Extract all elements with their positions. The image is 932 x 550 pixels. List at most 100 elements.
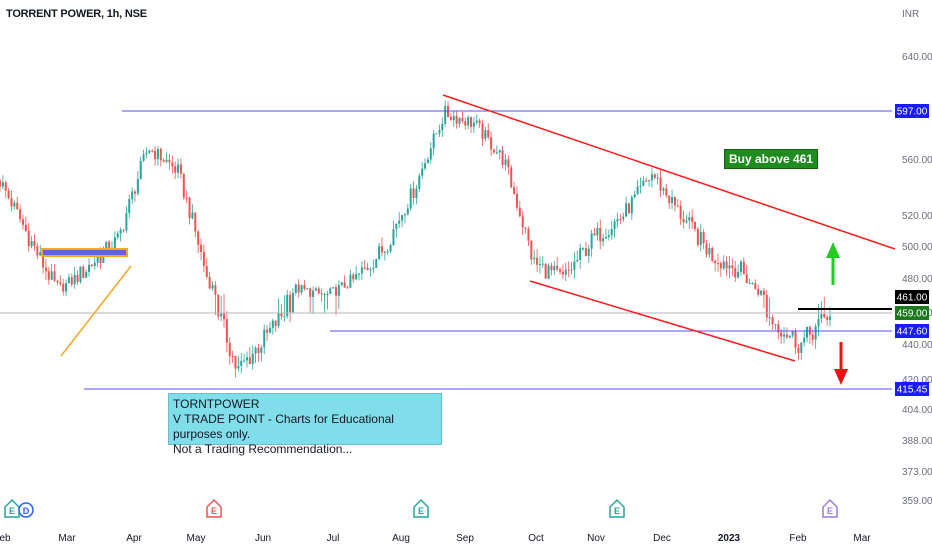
- candle-body: [372, 267, 375, 269]
- candle-body: [728, 265, 731, 269]
- candle-body: [99, 256, 102, 263]
- candle-body: [159, 148, 162, 161]
- candle-body: [711, 247, 714, 261]
- price-tags: 597.00 461.00 459.00 447.60 415.45: [895, 104, 929, 396]
- candle-body: [429, 148, 432, 160]
- candle-body: [426, 159, 429, 164]
- candle-body: [642, 180, 645, 186]
- candle-body: [553, 265, 556, 271]
- candle-body: [349, 274, 352, 288]
- candle-body: [797, 347, 800, 353]
- candle-body: [421, 168, 424, 176]
- candle-body: [13, 202, 16, 207]
- disclaimer-note[interactable]: TORNTPOWER V TRADE POINT - Charts for Ed…: [168, 393, 442, 456]
- candle-body: [44, 267, 47, 272]
- candle-body: [576, 259, 579, 262]
- x-tick-label: Sep: [456, 533, 474, 544]
- candle-body: [492, 149, 495, 153]
- candle-body: [208, 276, 211, 289]
- candle-body: [125, 213, 128, 231]
- earnings-event-icon[interactable]: [4, 498, 20, 518]
- candle-body: [673, 196, 676, 206]
- candle-body: [699, 231, 702, 245]
- candle-body: [214, 285, 217, 295]
- x-tick-label: Feb: [0, 533, 11, 544]
- candle-body: [363, 267, 366, 269]
- candle-body: [389, 245, 392, 252]
- candle-body: [113, 237, 116, 250]
- candle-body: [498, 150, 501, 153]
- candle-body: [504, 159, 507, 165]
- candle-body: [452, 116, 455, 121]
- candle-body: [24, 224, 27, 231]
- candle-body: [403, 214, 406, 216]
- earnings-event-icon[interactable]: [206, 498, 222, 518]
- candle-body: [722, 261, 725, 269]
- candle-body: [510, 167, 513, 188]
- candle-body: [317, 288, 320, 294]
- candle-body: [458, 118, 461, 124]
- candle-body: [142, 154, 145, 161]
- candle-body: [174, 166, 177, 173]
- candle-body: [584, 248, 587, 257]
- buy-annotation[interactable]: Buy above 461: [724, 149, 819, 169]
- candle-body: [108, 241, 111, 253]
- candle-body: [234, 355, 237, 369]
- candle-body: [237, 365, 240, 369]
- y-tick-label: 440.00: [902, 340, 932, 351]
- candle-body: [116, 233, 119, 238]
- candle-body: [538, 264, 541, 266]
- price-tag-label: 459.00: [897, 309, 928, 320]
- candle-body: [300, 285, 303, 293]
- note-line-recommendation: Not a Trading Recommendation...: [173, 442, 353, 456]
- candle-body: [306, 288, 309, 290]
- consolidation-box[interactable]: [41, 248, 128, 257]
- y-tick-label: 560.00: [902, 155, 932, 166]
- candle-body: [685, 220, 688, 223]
- candle-body: [536, 257, 539, 265]
- candle-body: [39, 252, 42, 256]
- price-tag: [895, 290, 929, 304]
- candle-body: [559, 269, 562, 272]
- candle-body: [225, 319, 228, 343]
- candle-body: [0, 181, 1, 187]
- candle-body: [303, 285, 306, 289]
- candle-body: [231, 355, 234, 357]
- price-axis[interactable]: [892, 0, 932, 550]
- candle-body: [16, 202, 19, 210]
- channel-upper-line[interactable]: [442, 94, 896, 250]
- candle-body: [478, 120, 481, 124]
- candle-body: [725, 261, 728, 269]
- candle-body: [168, 159, 171, 163]
- candle-body: [266, 329, 269, 333]
- event-label: D: [23, 506, 30, 516]
- candle-body: [745, 274, 748, 284]
- candle-body: [593, 233, 596, 236]
- candle-body: [378, 246, 381, 260]
- candle-body: [105, 241, 108, 251]
- x-tick-label: Mar: [853, 533, 871, 544]
- candle-body: [530, 240, 533, 260]
- x-tick-label: Mar: [58, 533, 76, 544]
- trend-line-orange[interactable]: [60, 265, 132, 357]
- candle-body: [610, 229, 613, 236]
- candle-body: [73, 274, 76, 285]
- candle-body: [380, 246, 383, 253]
- channel-lower-line[interactable]: [529, 280, 796, 362]
- earnings-event-icon[interactable]: [609, 498, 625, 518]
- dividend-event-icon[interactable]: [18, 502, 34, 518]
- earnings-event-icon[interactable]: [822, 498, 838, 518]
- earnings-event-icon[interactable]: [413, 498, 429, 518]
- x-tick-label: Jun: [255, 533, 271, 544]
- candle-body: [757, 288, 760, 295]
- candle-body: [50, 271, 53, 280]
- candle-body: [424, 163, 427, 169]
- candle-body: [240, 360, 243, 366]
- candle-body: [794, 331, 797, 348]
- candle-body: [507, 159, 510, 168]
- candle-body: [719, 263, 722, 269]
- candle-body: [579, 248, 582, 260]
- candle-body: [151, 150, 154, 152]
